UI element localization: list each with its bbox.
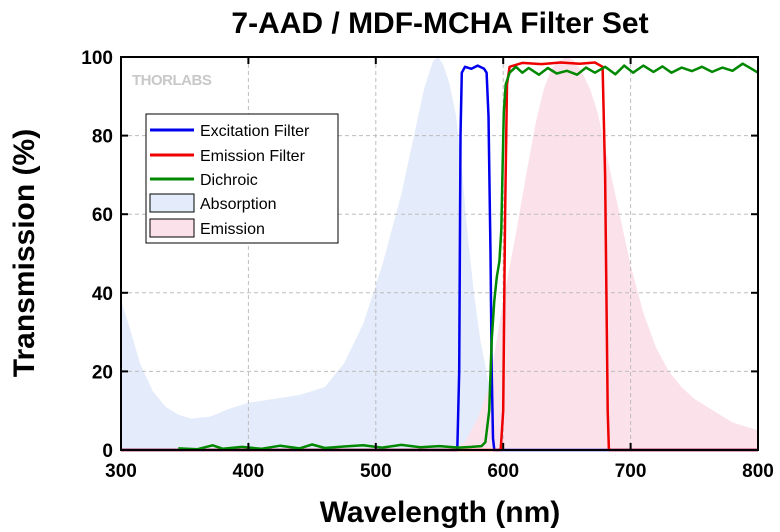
legend-label-absorption: Absorption [200,196,277,213]
legend-label-dichroic: Dichroic [200,172,258,189]
y-tick-label-20: 20 [92,362,113,383]
chart-title: 7-AAD / MDF-MCHA Filter Set [231,7,648,40]
x-tick-label-700: 700 [615,461,647,482]
y-tick-label-0: 0 [102,441,113,462]
y-tick-label-100: 100 [81,48,113,69]
x-tick-label-600: 600 [487,461,519,482]
plot-frame [120,56,759,451]
y-tick-label-40: 40 [92,284,113,305]
spectra-fills [121,57,758,450]
x-tick-label-300: 300 [105,461,137,482]
filter-lines [121,61,759,452]
y-axis-label: Transmission (%) [8,129,41,377]
legend-swatch-emission [149,218,195,238]
x-tick-label-800: 800 [742,461,774,482]
legend-label-emission: Emission [200,221,265,238]
x-tick-label-400: 400 [233,461,265,482]
legend-label-emission-filter: Emission Filter [200,148,306,165]
legend-swatch-absorption [149,193,195,213]
x-tick-label-500: 500 [360,461,392,482]
area-emission [121,57,758,450]
line-excitation-filter [121,64,758,452]
y-tick-label-80: 80 [92,127,113,148]
line-emission-filter [121,61,758,452]
thorlabs-logo: THORLABS [132,72,212,89]
axis-ticks: 300 400 500 600 700 800 0 20 40 60 80 100 [81,48,774,482]
x-axis-label: Wavelength (nm) [320,496,561,529]
legend-label-excitation: Excitation Filter [200,123,310,140]
line-dichroic [178,62,759,451]
y-tick-label-60: 60 [92,205,113,226]
area-absorption [121,57,758,450]
legend: Excitation Filter Emission Filter Dichro… [145,113,339,244]
